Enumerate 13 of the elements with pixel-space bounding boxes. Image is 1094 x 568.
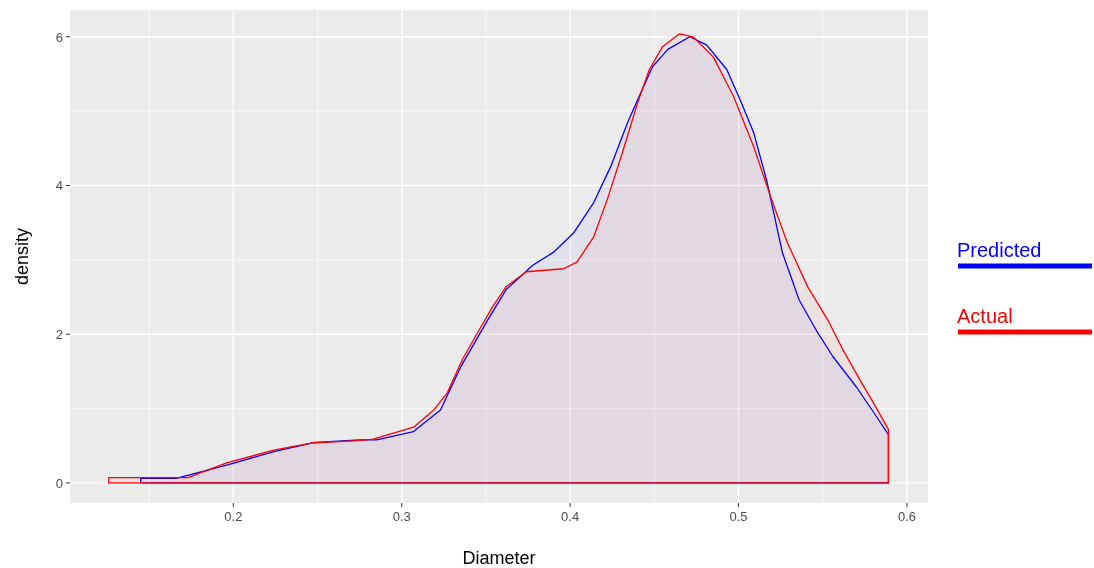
x-tick-label: 0.3 — [392, 509, 411, 524]
x-tick-label: 0.5 — [729, 509, 748, 524]
x-tick-label: 0.6 — [897, 509, 916, 524]
y-tick-label: 0 — [55, 475, 63, 491]
y-axis-title: density — [12, 227, 32, 286]
text: Predicted — [957, 239, 1042, 261]
y-tick-label: 6 — [55, 29, 63, 45]
text: Actual — [957, 305, 1013, 327]
y-tick-label: 4 — [55, 178, 63, 194]
x-axis-title: Diameter — [462, 548, 536, 568]
y-tick-label: 2 — [55, 327, 63, 343]
x-tick-label: 0.4 — [561, 509, 580, 524]
x-tick-label: 0.2 — [224, 509, 243, 524]
